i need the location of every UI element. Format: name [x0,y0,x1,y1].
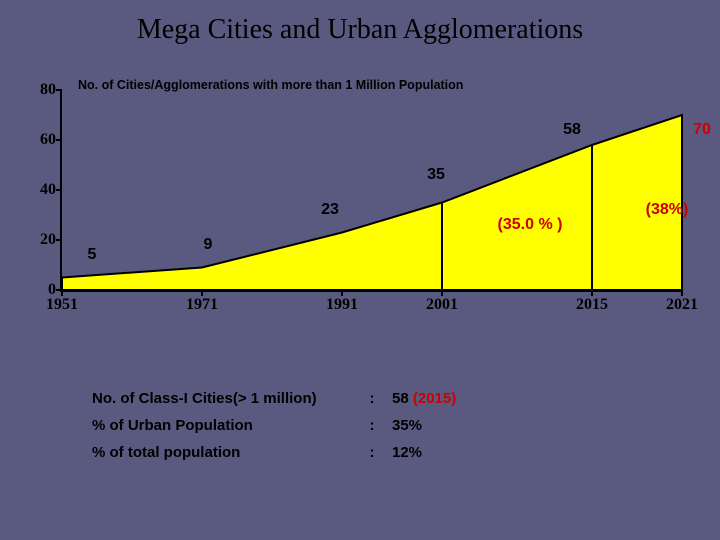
data-label: 5 [88,246,97,264]
x-tick-label: 2021 [666,296,698,314]
stat-colon: : [352,444,392,461]
x-tick-mark [61,290,63,296]
y-tick-label: 40 [26,181,56,199]
x-tick-label: 2001 [426,296,458,314]
x-tick-mark [441,290,443,296]
x-tick-label: 1991 [326,296,358,314]
data-label: 9 [204,236,213,254]
stat-value: 58 (2015) [392,390,456,407]
chart: No. of Cities/Agglomerations with more t… [60,80,680,340]
data-label: 35 [427,166,445,184]
x-tick-mark [591,290,593,296]
data-label: 58 [563,121,581,139]
stat-row: % of Urban Population : 35% [92,417,652,434]
data-label: 70 [693,121,711,139]
stat-colon: : [352,417,392,434]
y-tick-mark [56,189,62,191]
data-label: (35.0 % ) [498,216,563,234]
y-tick-label: 20 [26,231,56,249]
x-tick-mark [201,290,203,296]
y-tick-label: 60 [26,131,56,149]
y-tick-label: 80 [26,81,56,99]
divider-line [441,203,443,291]
x-tick-mark [341,290,343,296]
area-fill [62,90,682,290]
x-tick-label: 1971 [186,296,218,314]
data-label: 23 [321,201,339,219]
slide: Mega Cities and Urban Agglomerations No.… [0,0,720,540]
page-title: Mega Cities and Urban Agglomerations [0,0,720,46]
stat-value: 35% [392,417,422,434]
divider-line [591,145,593,290]
stat-label: % of Urban Population [92,417,352,434]
x-tick-label: 2015 [576,296,608,314]
stat-value: 12% [392,444,422,461]
stat-row: % of total population : 12% [92,444,652,461]
stats-block: No. of Class-I Cities(> 1 million) : 58 … [92,390,652,471]
stat-label: No. of Class-I Cities(> 1 million) [92,390,352,407]
x-tick-label: 1951 [46,296,78,314]
stat-row: No. of Class-I Cities(> 1 million) : 58 … [92,390,652,407]
y-tick-mark [56,139,62,141]
y-tick-mark [56,239,62,241]
data-label: (38%) [646,201,689,219]
y-tick-mark [56,89,62,91]
stat-label: % of total population [92,444,352,461]
stat-colon: : [352,390,392,407]
x-tick-mark [681,290,683,296]
chart-plot: 0204060801951197119912001201520215923355… [60,90,682,292]
